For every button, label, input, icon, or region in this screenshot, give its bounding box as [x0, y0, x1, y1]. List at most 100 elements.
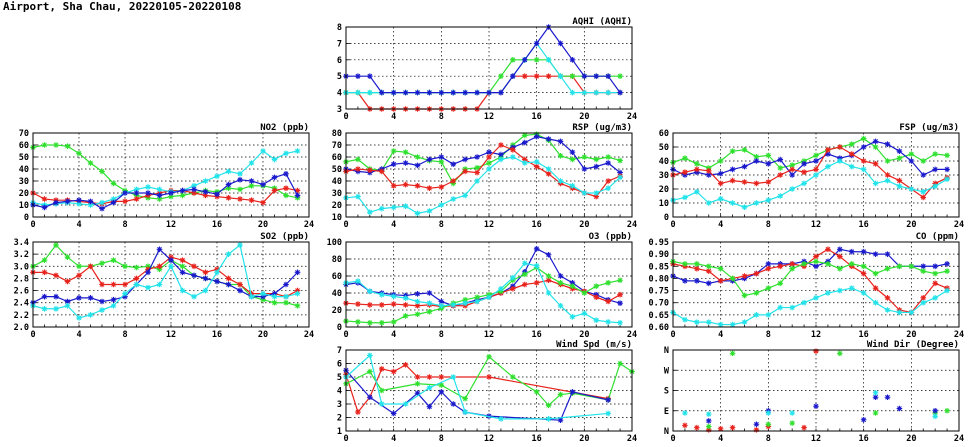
- data-point: [521, 160, 528, 166]
- y-tick-label: 30: [659, 171, 669, 181]
- plot-frame: [672, 132, 960, 218]
- data-point: [414, 89, 421, 96]
- data-point: [168, 257, 174, 264]
- data-point: [110, 281, 117, 288]
- data-point: [378, 291, 385, 298]
- x-tick-label: 12: [166, 330, 176, 340]
- data-point: [908, 263, 915, 270]
- data-point: [896, 183, 903, 189]
- data-point: [202, 275, 209, 282]
- data-point: [682, 261, 688, 267]
- y-tick-label: 60: [332, 272, 342, 282]
- data-point: [581, 290, 588, 296]
- y-tick-label: 8: [337, 23, 342, 33]
- x-tick-label: 12: [484, 112, 494, 122]
- data-point: [378, 401, 385, 407]
- data-point: [705, 280, 712, 287]
- data-point: [237, 186, 243, 193]
- data-point: [789, 261, 795, 267]
- data-point: [729, 275, 736, 282]
- data-point: [848, 163, 855, 170]
- data-point: [214, 278, 220, 285]
- data-point: [414, 302, 421, 309]
- data-point: [860, 263, 867, 270]
- data-point: [202, 178, 209, 184]
- data-point: [237, 196, 243, 202]
- data-point: [920, 299, 927, 306]
- data-point: [510, 147, 516, 153]
- data-point: [617, 169, 623, 176]
- data-point: [932, 413, 938, 420]
- data-point: [53, 272, 59, 279]
- data-point: [367, 209, 373, 215]
- data-point: [593, 73, 600, 79]
- y-tick-label: 2.4: [14, 299, 29, 309]
- data-point: [283, 299, 289, 306]
- chart-title: Wind Dir (Degree): [867, 339, 959, 350]
- data-point: [64, 298, 71, 305]
- data-point: [64, 198, 71, 205]
- data-point: [837, 253, 843, 260]
- data-point: [605, 178, 611, 184]
- data-point: [283, 281, 289, 288]
- data-point: [486, 160, 492, 166]
- y-tick-label: 6: [337, 360, 342, 370]
- data-point: [944, 287, 950, 294]
- data-point: [486, 149, 492, 155]
- data-point: [41, 293, 48, 300]
- data-point: [462, 168, 468, 175]
- data-point: [920, 172, 927, 178]
- data-point: [426, 290, 433, 296]
- series-red: [30, 254, 301, 300]
- data-point: [450, 401, 457, 407]
- data-point: [884, 141, 891, 147]
- data-point: [545, 290, 552, 296]
- data-point: [99, 307, 105, 313]
- data-point: [557, 153, 564, 159]
- data-point: [53, 199, 59, 206]
- data-point: [896, 309, 903, 316]
- data-point: [569, 283, 576, 289]
- x-tick-label: 8: [122, 330, 127, 340]
- y-tick-label: 40: [332, 289, 342, 299]
- data-point: [64, 254, 71, 260]
- data-point: [872, 270, 879, 277]
- data-point: [884, 158, 891, 164]
- series-blue: [30, 171, 301, 212]
- data-point: [486, 294, 492, 301]
- data-point: [355, 319, 361, 325]
- data-point: [872, 180, 879, 187]
- data-point: [694, 166, 700, 173]
- x-tick-label: 12: [811, 220, 821, 230]
- y-tick-label: N: [664, 346, 669, 356]
- data-point: [156, 263, 163, 270]
- data-point: [133, 275, 140, 282]
- data-point: [390, 148, 397, 154]
- x-tick-label: 20: [579, 220, 589, 230]
- y-tick-label: 0.70: [649, 299, 669, 309]
- data-point: [438, 389, 445, 395]
- data-point: [848, 261, 855, 267]
- x-tick-label: 4: [391, 112, 396, 122]
- data-point: [765, 265, 772, 272]
- data-point: [593, 283, 600, 289]
- data-point: [860, 166, 867, 173]
- x-tick-label: 20: [579, 112, 589, 122]
- y-tick-label: S: [664, 387, 669, 397]
- data-point: [486, 89, 492, 96]
- data-point: [283, 192, 289, 199]
- data-point: [533, 389, 540, 395]
- y-tick-label: 7: [337, 346, 342, 356]
- data-point: [860, 270, 867, 277]
- x-tick-label: 24: [627, 220, 637, 230]
- data-point: [801, 299, 807, 306]
- data-point: [156, 246, 163, 253]
- data-point: [884, 307, 891, 313]
- data-point: [225, 281, 232, 288]
- data-point: [593, 89, 600, 96]
- data-point: [581, 190, 588, 196]
- data-point: [545, 166, 552, 172]
- data-point: [569, 183, 576, 189]
- data-point: [426, 308, 433, 315]
- data-point: [593, 317, 600, 323]
